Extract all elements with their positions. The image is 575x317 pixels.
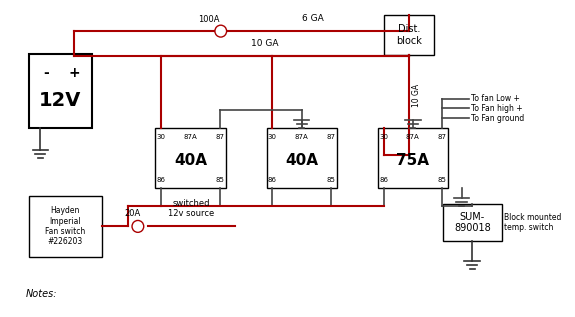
Text: Notes:: Notes: bbox=[26, 289, 58, 299]
Circle shape bbox=[215, 25, 227, 37]
Text: 75A: 75A bbox=[396, 153, 430, 168]
Text: To Fan high +: To Fan high + bbox=[472, 104, 523, 113]
Text: 85: 85 bbox=[327, 177, 335, 183]
Text: 86: 86 bbox=[379, 177, 388, 183]
Text: 87: 87 bbox=[327, 134, 335, 140]
Text: 85: 85 bbox=[438, 177, 446, 183]
Text: 87: 87 bbox=[438, 134, 447, 140]
Text: 86: 86 bbox=[268, 177, 277, 183]
Text: 40A: 40A bbox=[174, 153, 207, 168]
Text: 87: 87 bbox=[215, 134, 224, 140]
Text: Block mounted
temp. switch: Block mounted temp. switch bbox=[504, 213, 562, 232]
Bar bbox=[378, 128, 448, 188]
Text: 85: 85 bbox=[215, 177, 224, 183]
Bar bbox=[443, 204, 501, 241]
Text: 87A: 87A bbox=[295, 134, 309, 140]
Text: SUM-
890018: SUM- 890018 bbox=[454, 212, 490, 233]
Bar bbox=[267, 128, 337, 188]
Text: 10 GA: 10 GA bbox=[412, 84, 421, 107]
Circle shape bbox=[132, 220, 144, 232]
Text: 12V: 12V bbox=[39, 91, 82, 109]
Text: To fan Low +: To fan Low + bbox=[472, 94, 520, 103]
Bar bbox=[384, 15, 434, 55]
Text: 100A: 100A bbox=[198, 15, 220, 24]
Text: 86: 86 bbox=[157, 177, 166, 183]
Text: 6 GA: 6 GA bbox=[302, 14, 324, 23]
Text: 30: 30 bbox=[379, 134, 388, 140]
Text: switched
12v source: switched 12v source bbox=[168, 199, 214, 218]
Text: Hayden
Imperial
Fan switch
#226203: Hayden Imperial Fan switch #226203 bbox=[45, 206, 85, 247]
Text: 87A: 87A bbox=[406, 134, 420, 140]
Bar bbox=[155, 128, 225, 188]
Text: 40A: 40A bbox=[285, 153, 318, 168]
Text: 10 GA: 10 GA bbox=[251, 39, 278, 48]
Bar bbox=[29, 196, 102, 257]
Text: 87A: 87A bbox=[183, 134, 197, 140]
Bar bbox=[29, 54, 92, 128]
Text: -: - bbox=[44, 66, 49, 80]
Text: 20A: 20A bbox=[125, 210, 141, 218]
Text: 30: 30 bbox=[157, 134, 166, 140]
Text: +: + bbox=[68, 66, 80, 80]
Text: To Fan ground: To Fan ground bbox=[472, 114, 524, 123]
Text: 30: 30 bbox=[268, 134, 277, 140]
Text: Dist.
block: Dist. block bbox=[396, 24, 422, 46]
